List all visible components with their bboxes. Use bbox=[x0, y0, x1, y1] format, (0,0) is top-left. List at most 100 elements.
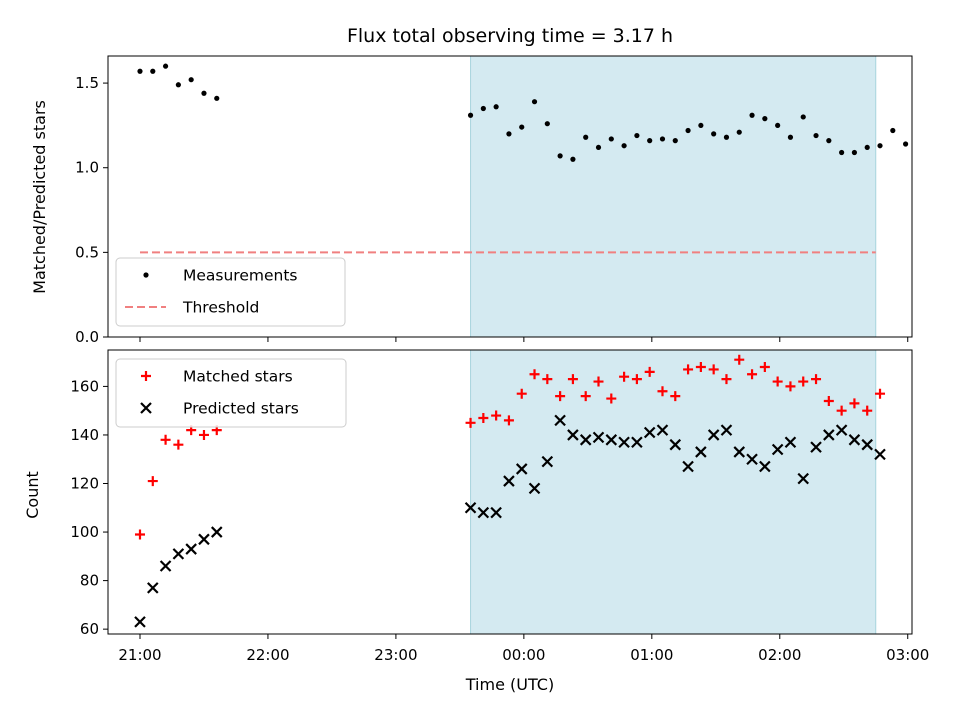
matched-stars-point bbox=[798, 376, 809, 387]
measurement-point bbox=[137, 68, 143, 74]
matched-stars-point bbox=[593, 376, 604, 387]
top-y-tick-label: 1.5 bbox=[75, 74, 99, 92]
predicted-stars-point bbox=[477, 506, 490, 519]
measurement-point bbox=[467, 112, 474, 118]
matched-stars-point bbox=[683, 364, 694, 375]
bottom-panel: 60 80 100 120 140 160 21:00 22:00 23:00 00:00 01:0… bbox=[70, 349, 929, 664]
predicted-stars-point bbox=[720, 424, 733, 436]
matched-stars-point bbox=[823, 395, 834, 406]
predicted-stars-point bbox=[592, 431, 605, 444]
measurement-point bbox=[775, 122, 781, 129]
predicted-stars-point bbox=[567, 429, 579, 441]
predicted-stars-point bbox=[528, 482, 541, 495]
bottom-y-tick-label: 140 bbox=[70, 426, 99, 444]
measurement-point bbox=[519, 124, 525, 130]
measurement-point bbox=[570, 156, 576, 162]
x-tick-label: 23:00 bbox=[374, 646, 417, 664]
measurement-point bbox=[162, 63, 169, 69]
measurement-point bbox=[583, 134, 589, 140]
measurement-point bbox=[506, 131, 512, 137]
matched-stars-point bbox=[542, 374, 553, 385]
bottom-legend: Matched stars Predicted stars bbox=[115, 358, 347, 428]
matched-stars-point bbox=[503, 415, 514, 426]
matched-stars-point bbox=[529, 369, 540, 380]
legend-plus-marker bbox=[141, 371, 151, 381]
predicted-stars-point bbox=[172, 548, 185, 560]
predicted-stars-point bbox=[797, 472, 810, 485]
measurement-point bbox=[175, 82, 181, 88]
bottom-y-axis-label: Count bbox=[23, 471, 42, 519]
legend-x-marker bbox=[140, 402, 152, 414]
legend-dot-marker bbox=[143, 272, 149, 278]
predicted-stars-point bbox=[185, 543, 197, 555]
bottom-y-tick-label: 100 bbox=[70, 523, 99, 541]
legend-box bbox=[115, 257, 346, 327]
matched-stars-point bbox=[555, 391, 566, 402]
measurement-point bbox=[214, 95, 220, 101]
x-tick-label: 00:00 bbox=[502, 646, 545, 664]
x-tick-label: 01:00 bbox=[630, 646, 673, 664]
predicted-stars-point bbox=[541, 455, 554, 468]
matched-stars-point bbox=[811, 374, 822, 385]
predicted-stars-point bbox=[210, 526, 223, 538]
measurement-point bbox=[851, 149, 858, 156]
matched-stars-point bbox=[134, 529, 145, 540]
predicted-stars-point bbox=[669, 438, 682, 451]
measurement-point bbox=[480, 105, 486, 112]
matched-stars-point bbox=[147, 476, 158, 487]
predicted-stars-point bbox=[746, 453, 758, 466]
measurement-point bbox=[634, 132, 640, 139]
predicted-stars-point bbox=[464, 502, 477, 514]
matched-stars-point bbox=[631, 374, 642, 385]
predicted-stars-point bbox=[554, 414, 566, 427]
measurement-point bbox=[762, 116, 768, 122]
matched-stars-point bbox=[644, 366, 655, 377]
measurement-point bbox=[723, 134, 730, 140]
matched-stars-point bbox=[862, 405, 873, 416]
predicted-stars-point bbox=[784, 436, 797, 449]
legend-label: Matched stars bbox=[183, 368, 293, 386]
measurement-point bbox=[800, 114, 806, 120]
matched-stars-point bbox=[759, 361, 770, 372]
predicted-stars-point bbox=[515, 463, 528, 475]
matched-stars-point bbox=[606, 393, 617, 404]
predicted-stars-point bbox=[848, 434, 861, 446]
top-y-tick-label: 0.0 bbox=[75, 328, 99, 346]
measurement-point bbox=[188, 77, 194, 83]
matched-stars-point bbox=[849, 398, 860, 409]
predicted-stars-point bbox=[159, 560, 172, 572]
top-panel: 0.0 0.5 1.0 1.5 Measurements Threshold bbox=[75, 55, 913, 346]
measurement-point bbox=[698, 122, 704, 129]
top-y-tick-label: 0.5 bbox=[75, 243, 99, 261]
matched-stars-point bbox=[708, 364, 719, 375]
measurement-point bbox=[864, 144, 870, 151]
matched-stars-point bbox=[875, 388, 886, 399]
predicted-stars-point bbox=[503, 475, 515, 487]
measurement-point bbox=[711, 131, 717, 137]
matched-stars-point bbox=[567, 374, 578, 385]
predicted-stars-point bbox=[695, 446, 707, 458]
matched-stars-point bbox=[478, 412, 489, 423]
predicted-stars-point bbox=[490, 506, 502, 519]
legend-label: Measurements bbox=[183, 267, 298, 285]
top-observing-window bbox=[470, 55, 877, 338]
bottom-y-tick-label: 160 bbox=[70, 377, 99, 395]
matched-stars-point bbox=[516, 388, 527, 399]
measurement-point bbox=[787, 134, 794, 140]
matched-stars-point bbox=[198, 429, 209, 440]
x-tick-label: 02:00 bbox=[758, 646, 801, 664]
measurement-point bbox=[826, 138, 832, 144]
predicted-stars-point bbox=[579, 434, 592, 446]
matched-stars-point bbox=[747, 369, 758, 380]
predicted-stars-point bbox=[861, 438, 873, 451]
legend-label: Predicted stars bbox=[183, 400, 299, 418]
measurement-point bbox=[531, 99, 538, 105]
predicted-stars-point bbox=[823, 429, 835, 441]
measurement-point bbox=[813, 132, 819, 139]
predicted-stars-point bbox=[643, 426, 656, 439]
matched-stars-point bbox=[721, 374, 732, 385]
measurement-point bbox=[659, 136, 666, 142]
measurement-point bbox=[749, 112, 755, 118]
predicted-stars-point bbox=[810, 441, 822, 453]
